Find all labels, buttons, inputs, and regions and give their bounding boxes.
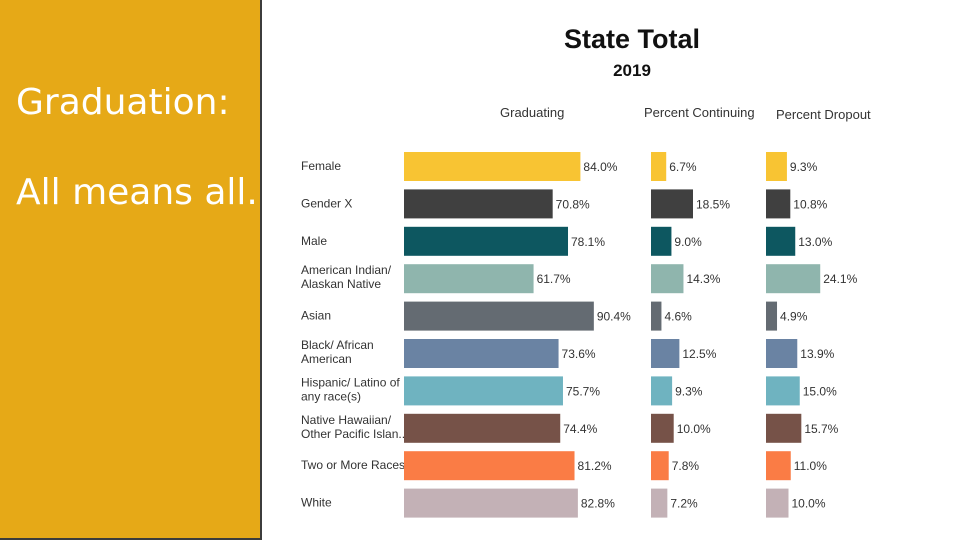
slide-subheading: All means all. [16, 172, 258, 213]
value-label-continuing-hispanic-latino-of-any-race-s: 9.3% [675, 384, 703, 398]
bar-continuing-asian [651, 301, 662, 331]
value-label-dropout-black-african-american: 13.9% [800, 347, 834, 361]
value-label-continuing-gender-x: 18.5% [696, 197, 730, 211]
bar-continuing-female [651, 152, 667, 181]
bar-continuing-american-indian-alaskan-native [651, 264, 684, 294]
value-label-dropout-hispanic-latino-of-any-race-s: 15.0% [803, 384, 837, 398]
value-label-continuing-asian: 4.6% [664, 310, 692, 324]
col-header-continuing: Percent Continuing [644, 105, 755, 120]
bar-graduating-female [404, 152, 581, 181]
bar-graduating-male [404, 226, 569, 256]
value-label-graduating-american-indian-alaskan-native: 61.7% [537, 272, 571, 286]
bar-dropout-two-or-more-races [766, 451, 791, 481]
bar-dropout-asian [766, 301, 778, 331]
value-label-continuing-black-african-american: 12.5% [682, 347, 716, 361]
chart-title: State Total [564, 24, 700, 54]
bar-dropout-white [766, 488, 789, 518]
bar-continuing-two-or-more-races [651, 451, 669, 481]
value-label-dropout-american-indian-alaskan-native: 24.1% [823, 272, 857, 286]
bar-dropout-female [766, 152, 787, 181]
value-label-dropout-native-hawaiian-other-pacific-islan: 15.7% [804, 422, 838, 436]
bar-dropout-hispanic-latino-of-any-race-s [766, 376, 800, 406]
category-label-american-indian-alaskan-native: American Indian/Alaskan Native [301, 263, 392, 291]
value-label-graduating-two-or-more-races: 81.2% [578, 459, 612, 473]
category-label-asian: Asian [301, 309, 331, 323]
value-label-graduating-black-african-american: 73.6% [562, 347, 596, 361]
bar-graduating-american-indian-alaskan-native [404, 264, 534, 294]
bar-graduating-native-hawaiian-other-pacific-islan [404, 413, 561, 443]
value-label-dropout-two-or-more-races: 11.0% [794, 459, 827, 473]
value-label-continuing-two-or-more-races: 7.8% [672, 459, 700, 473]
value-label-dropout-gender-x: 10.8% [793, 197, 827, 211]
bar-graduating-hispanic-latino-of-any-race-s [404, 376, 563, 406]
bar-continuing-gender-x [651, 189, 693, 219]
value-label-continuing-male: 9.0% [674, 235, 702, 249]
col-header-graduating: Graduating [500, 105, 564, 120]
bar-dropout-male [766, 226, 796, 256]
bar-continuing-male [651, 226, 672, 256]
value-label-continuing-american-indian-alaskan-native: 14.3% [686, 272, 720, 286]
bar-dropout-american-indian-alaskan-native [766, 264, 821, 294]
col-header-dropout: Percent Dropout [776, 107, 871, 122]
bar-graduating-white [404, 488, 578, 518]
bars-group: Female 84.0% 6.7% 9.3% Gender X 70.8% 18.5% 10.… [301, 152, 858, 518]
bar-graduating-two-or-more-races [404, 451, 575, 481]
value-label-graduating-gender-x: 70.8% [556, 197, 590, 211]
bar-graduating-asian [404, 301, 594, 331]
value-label-continuing-white: 7.2% [670, 497, 698, 511]
category-label-hispanic-latino-of-any-race-s: Hispanic/ Latino of any race(s) [301, 375, 400, 403]
category-label-black-african-american: Black/ African American [301, 338, 374, 366]
category-label-gender-x: Gender X [301, 196, 352, 210]
chart-subtitle: 2019 [613, 61, 651, 80]
bar-continuing-native-hawaiian-other-pacific-islan [651, 413, 674, 443]
bar-dropout-native-hawaiian-other-pacific-islan [766, 413, 802, 443]
value-label-graduating-male: 78.1% [571, 235, 605, 249]
category-label-white: White [301, 496, 332, 510]
bar-continuing-black-african-american [651, 339, 680, 368]
slide-heading: Graduation: [16, 82, 230, 123]
category-label-male: Male [301, 234, 327, 248]
value-label-dropout-asian: 4.9% [780, 310, 808, 324]
category-label-two-or-more-races: Two or More Races [301, 458, 405, 472]
left-panel: Graduation: All means all. [0, 0, 262, 540]
bar-continuing-white [651, 488, 668, 518]
category-label-female: Female [301, 159, 341, 173]
value-label-continuing-native-hawaiian-other-pacific-islan: 10.0% [677, 422, 711, 436]
value-label-graduating-female: 84.0% [583, 160, 617, 174]
value-label-dropout-white: 10.0% [792, 497, 826, 511]
bar-dropout-gender-x [766, 189, 791, 219]
bar-graduating-gender-x [404, 189, 553, 219]
value-label-graduating-native-hawaiian-other-pacific-islan: 74.4% [563, 422, 597, 436]
bar-continuing-hispanic-latino-of-any-race-s [651, 376, 673, 406]
value-label-continuing-female: 6.7% [669, 160, 697, 174]
bar-dropout-black-african-american [766, 339, 798, 368]
value-label-dropout-female: 9.3% [790, 160, 818, 174]
category-label-native-hawaiian-other-pacific-islan: Native Hawaiian/Other Pacific Islan.. [301, 413, 405, 441]
value-label-graduating-white: 82.8% [581, 497, 615, 511]
bar-graduating-black-african-american [404, 339, 559, 368]
value-label-dropout-male: 13.0% [798, 235, 832, 249]
value-label-graduating-asian: 90.4% [597, 310, 631, 324]
value-label-graduating-hispanic-latino-of-any-race-s: 75.7% [566, 384, 600, 398]
